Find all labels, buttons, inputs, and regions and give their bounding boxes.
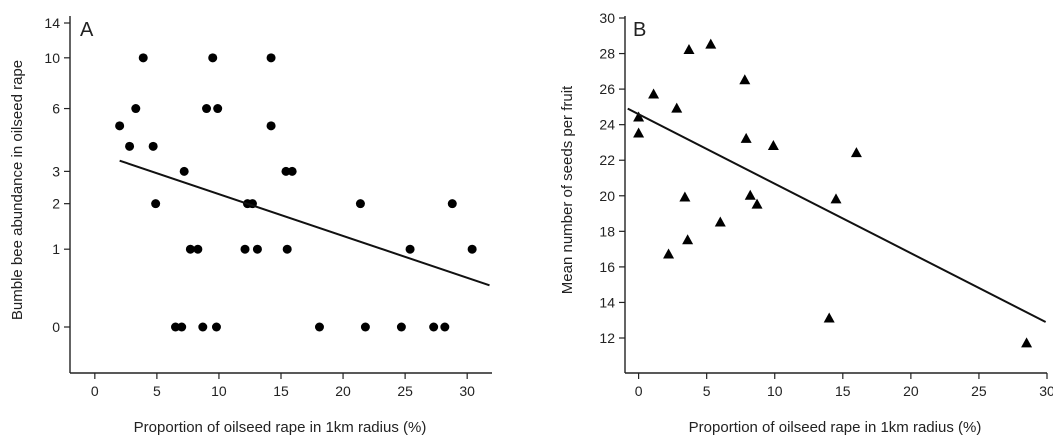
panel-a-data-point: [240, 244, 250, 254]
panel-a-data-point: [208, 53, 218, 63]
panel-b-data-point: [705, 38, 717, 49]
panel-b-y-tick-label: 22: [599, 152, 615, 168]
panel-a-data-point: [467, 244, 477, 254]
panel-b-points: [633, 38, 1033, 348]
panel-b-y-tick-label: 28: [599, 46, 615, 62]
panel-a-data-point: [115, 121, 125, 131]
panel-a-x-ticks: 0 5 10 15 20 25 30: [91, 373, 475, 399]
panel-a-x-tick-label: 15: [273, 383, 289, 399]
panel-b-x-tick-label: 0: [635, 383, 643, 399]
panel-a-data-point: [131, 104, 141, 114]
panel-a-x-tick-label: 20: [335, 383, 351, 399]
panel-a-data-point: [287, 166, 297, 176]
panel-a-y-tick-label: 14: [44, 15, 60, 31]
panel-a-y-axis-label: Bumble bee abundance in oilseed rape: [9, 60, 26, 320]
panel-b-data-point: [830, 193, 842, 204]
panel-a-data-point: [177, 322, 187, 332]
panel-b-x-axis-label: Proportion of oilseed rape in 1km radius…: [689, 419, 982, 436]
panel-a-data-point: [282, 244, 292, 254]
panel-b-x-tick-label: 10: [767, 383, 783, 399]
panel-b-data-point: [633, 127, 645, 138]
panel-b-data-point: [739, 74, 751, 85]
panel-a-data-point: [179, 166, 189, 176]
panel-b-data-point: [1021, 337, 1033, 348]
panel-a-data-point: [185, 244, 195, 254]
panel-b-x-tick-label: 5: [703, 383, 711, 399]
panel-b-y-tick-label: 20: [599, 188, 615, 204]
panel-a-x-tick-label: 0: [91, 383, 99, 399]
panel-a-y-tick-label: 2: [52, 196, 60, 212]
panel-b-y-tick-label: 24: [599, 117, 615, 133]
panel-b-trend-line: [627, 107, 1047, 323]
panel-b-data-point: [683, 44, 695, 54]
panel-a-y-tick-label: 3: [52, 163, 60, 179]
panel-a-x-tick-label: 25: [397, 383, 413, 399]
panel-a-data-point: [281, 166, 291, 176]
panel-b-label: B: [633, 19, 646, 41]
panel-b-data-point: [767, 140, 779, 150]
panel-a-data-point: [148, 141, 158, 151]
panel-b-data-point: [633, 111, 645, 122]
panel-b-x-tick-label: 30: [1039, 383, 1053, 399]
panel-b-data-point: [744, 189, 756, 200]
panel-a-data-point: [355, 199, 365, 209]
panel-a-y-tick-label: 1: [52, 241, 60, 257]
panel-b-x-ticks: 0 5 10 15 20 25 30: [635, 373, 1053, 399]
panel-a-y-tick-label: 0: [52, 319, 60, 335]
panel-b-data-point: [671, 102, 683, 113]
panel-a-trend-line: [119, 159, 490, 287]
panel-a-data-point: [429, 322, 439, 332]
panel-a-data-point: [396, 322, 406, 332]
panel-b-y-tick-label: 30: [599, 10, 615, 26]
panel-b-data-point: [648, 88, 660, 99]
panel-b-data-point: [823, 312, 835, 323]
panel-a-x-axis-label: Proportion of oilseed rape in 1km radius…: [134, 419, 427, 436]
panel-a-data-point: [266, 121, 276, 131]
panel-a-data-point: [266, 53, 276, 63]
panel-a-data-point: [193, 244, 203, 254]
panel-a-data-point: [252, 244, 262, 254]
panel-a-y-tick-label: 10: [44, 50, 60, 66]
panel-a-data-point: [138, 53, 148, 63]
panel-a-data-point: [202, 104, 212, 114]
panel-a-data-point: [125, 141, 135, 151]
panel-b-y-tick-label: 16: [599, 259, 615, 275]
panel-a-x-tick-label: 30: [459, 383, 475, 399]
panel-a-data-point: [405, 244, 415, 254]
panel-b-data-point: [682, 234, 694, 245]
panel-a: A Proportion of oilseed rape in 1km radi…: [9, 15, 492, 436]
panel-b-y-axis-label: Mean number of seeds per fruit: [559, 85, 576, 294]
panel-b-y-tick-label: 26: [599, 81, 615, 97]
panel-b-x-tick-label: 20: [903, 383, 919, 399]
panel-a-points: [115, 53, 477, 332]
panel-a-data-point: [151, 199, 161, 209]
panel-b-y-tick-label: 18: [599, 223, 615, 239]
panel-a-y-ticks: 0 1 2 3 6 10 14: [44, 15, 70, 335]
panel-a-data-point: [211, 322, 221, 332]
panel-a-data-point: [447, 199, 457, 209]
panel-b-y-tick-label: 14: [599, 294, 615, 310]
panel-b-y-ticks: 12 14 16 18 20 22 24 26 28 30: [599, 10, 625, 346]
panel-b-data-point: [751, 198, 763, 209]
panel-a-data-point: [314, 322, 324, 332]
panel-b-data-point: [714, 216, 726, 227]
panel-a-y-tick-label: 6: [52, 101, 60, 117]
panel-a-data-point: [440, 322, 450, 332]
panel-b-data-point: [740, 132, 752, 143]
panel-b-y-tick-label: 12: [599, 330, 615, 346]
panel-b-data-point: [679, 191, 691, 202]
panel-b: B Proportion of oilseed rape in 1km radi…: [559, 10, 1053, 436]
panel-b-x-tick-label: 25: [971, 383, 987, 399]
panel-a-x-tick-label: 5: [153, 383, 161, 399]
panel-a-x-tick-label: 10: [211, 383, 227, 399]
panel-b-x-tick-label: 15: [835, 383, 851, 399]
panel-a-data-point: [360, 322, 370, 332]
panel-a-label: A: [80, 19, 94, 41]
panel-a-data-point: [198, 322, 208, 332]
panel-a-data-point: [171, 322, 180, 332]
panel-b-data-point: [850, 147, 862, 158]
panel-a-data-point: [213, 104, 223, 114]
panel-b-data-point: [663, 248, 675, 259]
